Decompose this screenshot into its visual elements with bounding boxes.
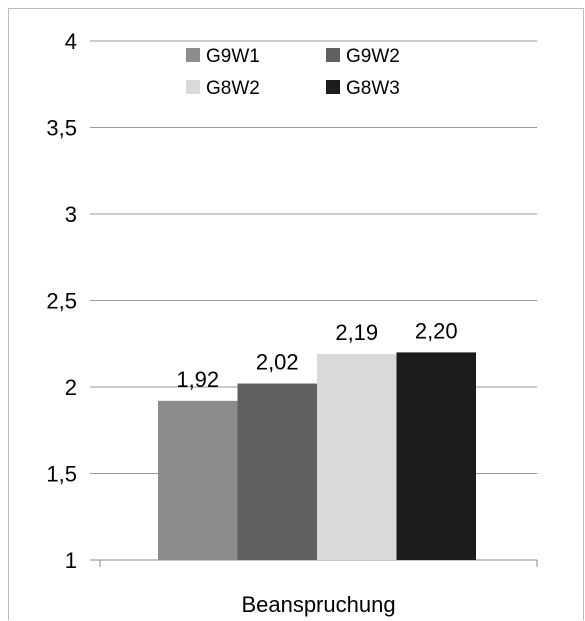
data-label-g9w1: 1,92 bbox=[176, 367, 219, 392]
legend-swatch-g9w1 bbox=[186, 48, 200, 62]
y-tick-label: 2 bbox=[65, 375, 77, 400]
legend: G9W1 G9W2 G8W2 G8W3 bbox=[186, 46, 400, 99]
data-label-g9w2: 2,02 bbox=[256, 350, 299, 375]
legend-label-g9w2: G9W2 bbox=[346, 46, 400, 67]
bars bbox=[158, 352, 476, 560]
bar-g8w2 bbox=[317, 354, 397, 560]
data-labels: 1,92 2,02 2,19 2,20 bbox=[176, 318, 457, 391]
legend-swatch-g8w2 bbox=[186, 80, 200, 94]
legend-label-g8w3: G8W3 bbox=[346, 78, 400, 99]
y-tick-label: 4 bbox=[65, 29, 77, 54]
bar-g8w3 bbox=[396, 352, 476, 560]
y-tick-label: 3 bbox=[65, 202, 77, 227]
x-axis-title: Beanspruchung bbox=[241, 592, 395, 617]
data-label-g8w2: 2,19 bbox=[335, 320, 378, 345]
data-label-g8w3: 2,20 bbox=[415, 318, 458, 343]
y-tick-label: 3,5 bbox=[46, 116, 77, 141]
y-tick-label: 2,5 bbox=[46, 289, 77, 314]
legend-label-g9w1: G9W1 bbox=[206, 46, 260, 67]
bar-g9w2 bbox=[237, 383, 317, 560]
legend-label-g8w2: G8W2 bbox=[206, 78, 260, 99]
y-tick-label: 1,5 bbox=[46, 462, 77, 487]
y-tick-label: 1 bbox=[65, 548, 77, 573]
bar-g9w1 bbox=[158, 400, 238, 560]
y-axis-ticks: 1 1,5 2 2,5 3 3,5 4 bbox=[46, 29, 77, 573]
legend-swatch-g8w3 bbox=[326, 80, 340, 94]
legend-swatch-g9w2 bbox=[326, 48, 340, 62]
